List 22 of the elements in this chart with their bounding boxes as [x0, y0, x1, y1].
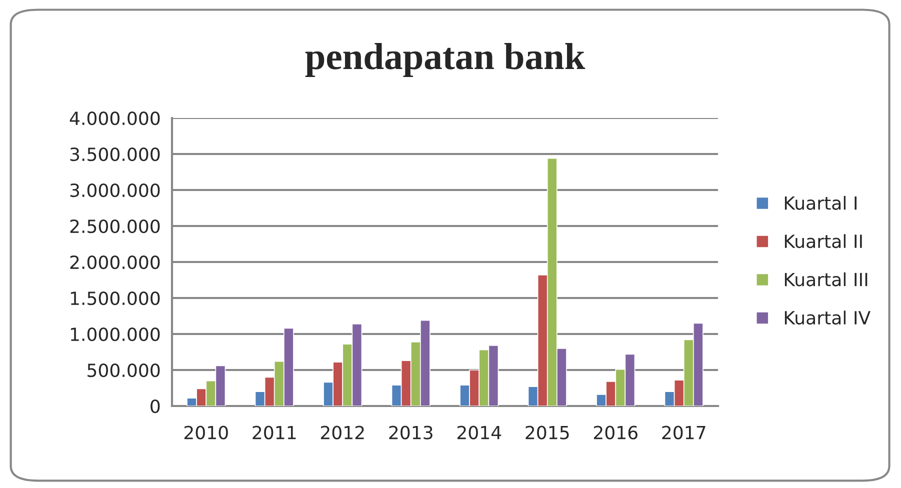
y-tick-label: 2.000.000: [70, 255, 160, 270]
x-tick-label: 2012: [320, 426, 364, 440]
legend-label: Kuartal II: [784, 234, 862, 248]
legend-label: Kuartal IV: [784, 310, 870, 325]
x-tick-label: 2016: [594, 426, 638, 440]
legend-label: Kuartal I: [784, 196, 856, 210]
y-tick-label: 1.500.000: [70, 291, 160, 306]
chart-title: pendapatan bank: [305, 42, 586, 78]
y-tick-label: 3.000.000: [70, 183, 160, 198]
x-tick-label: 2010: [184, 426, 228, 440]
x-tick-label: 2015: [526, 426, 569, 440]
legend-label: Kuartal III: [784, 272, 868, 286]
x-tick-label: 2014: [457, 426, 502, 440]
y-tick-label: 1.000.000: [70, 327, 160, 342]
x-tick-label: 2011: [252, 426, 296, 440]
y-tick-label: 0: [150, 399, 160, 414]
y-tick-label: 2.500.000: [70, 219, 160, 234]
y-tick-label: 3.500.000: [70, 147, 160, 162]
x-tick-label: 2017: [662, 426, 706, 440]
x-tick-label: 2013: [389, 426, 432, 440]
y-tick-label: 500.000: [88, 363, 160, 378]
y-tick-label: 4.000.000: [70, 111, 160, 126]
